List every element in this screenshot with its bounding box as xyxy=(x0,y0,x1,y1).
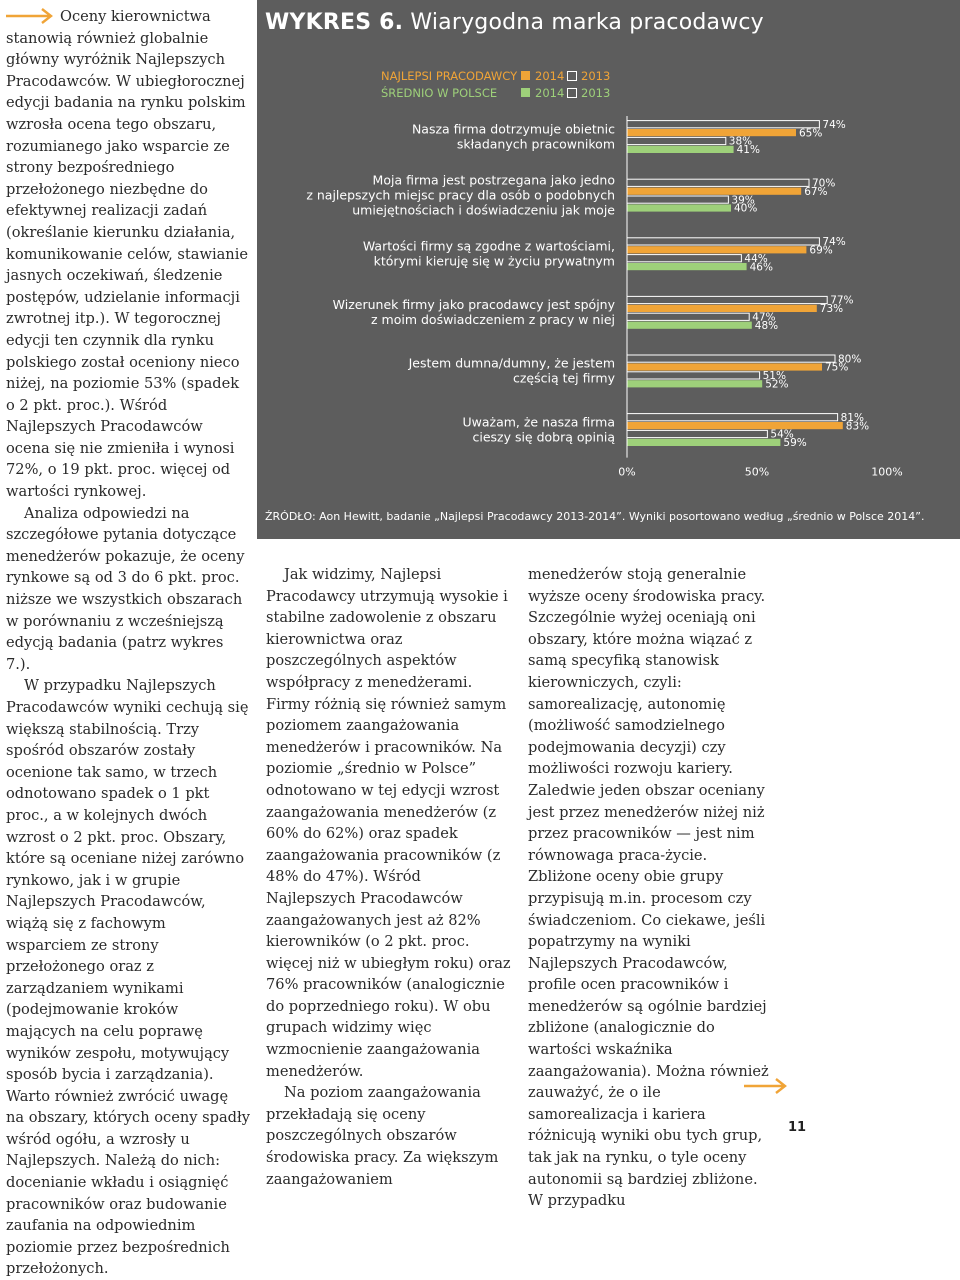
chart-panel: WYKRES 6. Wiarygodna marka pracodawcy NA… xyxy=(257,0,960,539)
legend-swatch-avg-2014 xyxy=(521,88,530,97)
legend-swatch-avg-2013 xyxy=(567,88,577,98)
category-label: częścią tej firmy xyxy=(513,371,616,386)
paragraph-text: Oceny kierownictwa stanowią również glob… xyxy=(6,8,249,501)
data-label: 74% xyxy=(822,236,845,248)
bar xyxy=(626,413,839,422)
bar xyxy=(627,380,763,388)
bar xyxy=(626,178,810,187)
bar xyxy=(627,363,822,371)
data-label: 75% xyxy=(825,362,848,374)
data-label: 65% xyxy=(799,127,822,139)
paragraph: W przypadku Najlepszych Pracodawców wyni… xyxy=(6,677,250,1278)
data-label: 44% xyxy=(744,253,767,265)
category-label: Uważam, że nasza firma xyxy=(462,414,615,429)
category-label: Nasza firma dotrzymuje obietnic xyxy=(412,121,615,136)
category-label: cieszy się dobrą opinią xyxy=(472,429,615,444)
bar xyxy=(626,136,727,146)
article-column-2: Jak widzimy, Najlepsi Pracodawcy utrzymu… xyxy=(266,564,512,1190)
data-label: 67% xyxy=(804,186,827,198)
chart-title-text: Wiarygodna marka pracodawcy xyxy=(403,10,764,35)
bar xyxy=(627,145,734,153)
arrow-right-icon xyxy=(744,1078,787,1094)
article-column-3: menedżerów stoją generalnie wyższe oceny… xyxy=(528,564,773,1212)
bar xyxy=(626,354,836,363)
bar xyxy=(626,429,768,439)
category-label: z najlepszych miejsc pracy dla osób o po… xyxy=(306,187,615,202)
bar xyxy=(627,438,781,446)
legend-year-avg-2014: 2014 xyxy=(535,86,565,100)
bar xyxy=(627,246,807,254)
page-number: 11 xyxy=(788,1120,807,1135)
legend-year-best-2014: 2014 xyxy=(535,69,565,83)
data-label: 48% xyxy=(755,320,778,332)
category-label: umiejętnościach i doświadczeniu jak moje xyxy=(352,202,615,217)
x-tick-label: 50% xyxy=(745,466,769,479)
category-label: z moim doświadczeniem z pracy w niej xyxy=(371,312,615,327)
legend-label-best: NAJLEPSI PRACODAWCY xyxy=(381,69,518,83)
data-label: 54% xyxy=(770,429,793,441)
chart-source: ŹRÓDŁO: Aon Hewitt, badanie „Najlepsi Pr… xyxy=(265,510,925,523)
paragraph: Oceny kierownictwa stanowią również glob… xyxy=(6,6,250,503)
bar xyxy=(626,312,750,321)
article-column-1: Oceny kierownictwa stanowią również glob… xyxy=(6,6,250,1280)
legend-year-avg-2013: 2013 xyxy=(581,86,611,100)
data-label: 81% xyxy=(841,412,864,424)
bar xyxy=(626,120,820,129)
bar xyxy=(627,263,747,271)
data-label: 59% xyxy=(783,437,806,449)
bar xyxy=(627,321,752,329)
data-label: 80% xyxy=(838,353,861,365)
category-label: składanych pracownikom xyxy=(457,136,615,151)
category-label: Wizerunek firmy jako pracodawcy jest spó… xyxy=(333,297,616,312)
arrow-right-icon xyxy=(6,8,53,24)
bar xyxy=(626,254,742,263)
data-label: 74% xyxy=(822,119,845,131)
bar xyxy=(627,422,843,430)
category-label: którymi kieruję się w życiu prywatnym xyxy=(374,254,615,269)
data-label: 52% xyxy=(765,379,788,391)
legend-year-best-2013: 2013 xyxy=(581,69,611,83)
data-label: 83% xyxy=(846,420,869,432)
bar xyxy=(627,187,802,195)
data-label: 38% xyxy=(729,136,752,148)
data-label: 51% xyxy=(763,370,786,382)
legend-swatch-best-2014 xyxy=(521,71,530,80)
data-label: 40% xyxy=(734,203,757,215)
bar xyxy=(627,304,817,312)
data-label: 41% xyxy=(737,144,760,156)
bar xyxy=(626,295,828,305)
paragraph: Jak widzimy, Najlepsi Pracodawcy utrzymu… xyxy=(266,566,511,1080)
paragraph: menedżerów stoją generalnie wyższe oceny… xyxy=(528,566,769,1210)
data-label: 73% xyxy=(820,303,843,315)
category-label: Jestem dumna/dumny, że jestem xyxy=(408,356,615,371)
data-label: 39% xyxy=(731,194,754,206)
legend-swatch-best-2013 xyxy=(567,71,577,81)
bar xyxy=(626,371,761,380)
data-label: 46% xyxy=(750,261,773,273)
category-label: Wartości firmy są zgodne z wartościami, xyxy=(363,239,615,254)
bar xyxy=(627,129,796,137)
bar-chart: Nasza firma dotrzymuje obietnicskładanyc… xyxy=(306,116,903,479)
data-label: 70% xyxy=(812,178,835,190)
bar xyxy=(626,195,729,204)
x-tick-label: 100% xyxy=(871,466,902,479)
paragraph: Na poziom zaangażowania przekładają się … xyxy=(266,1084,499,1188)
bar xyxy=(626,237,820,246)
data-label: 77% xyxy=(830,295,853,307)
chart-title-number: WYKRES 6. xyxy=(265,10,404,35)
paragraph: Analiza odpowiedzi na szczegółowe pytani… xyxy=(6,504,245,673)
category-label: Moja firma jest postrzegana jako jedno xyxy=(373,172,615,187)
data-label: 47% xyxy=(752,312,775,324)
chart-title: WYKRES 6. Wiarygodna marka pracodawcy xyxy=(265,10,764,35)
bar xyxy=(627,204,731,212)
legend-label-avg: ŚREDNIO W POLSCE xyxy=(381,86,498,100)
x-tick-label: 0% xyxy=(618,466,635,479)
data-label: 69% xyxy=(809,245,832,257)
